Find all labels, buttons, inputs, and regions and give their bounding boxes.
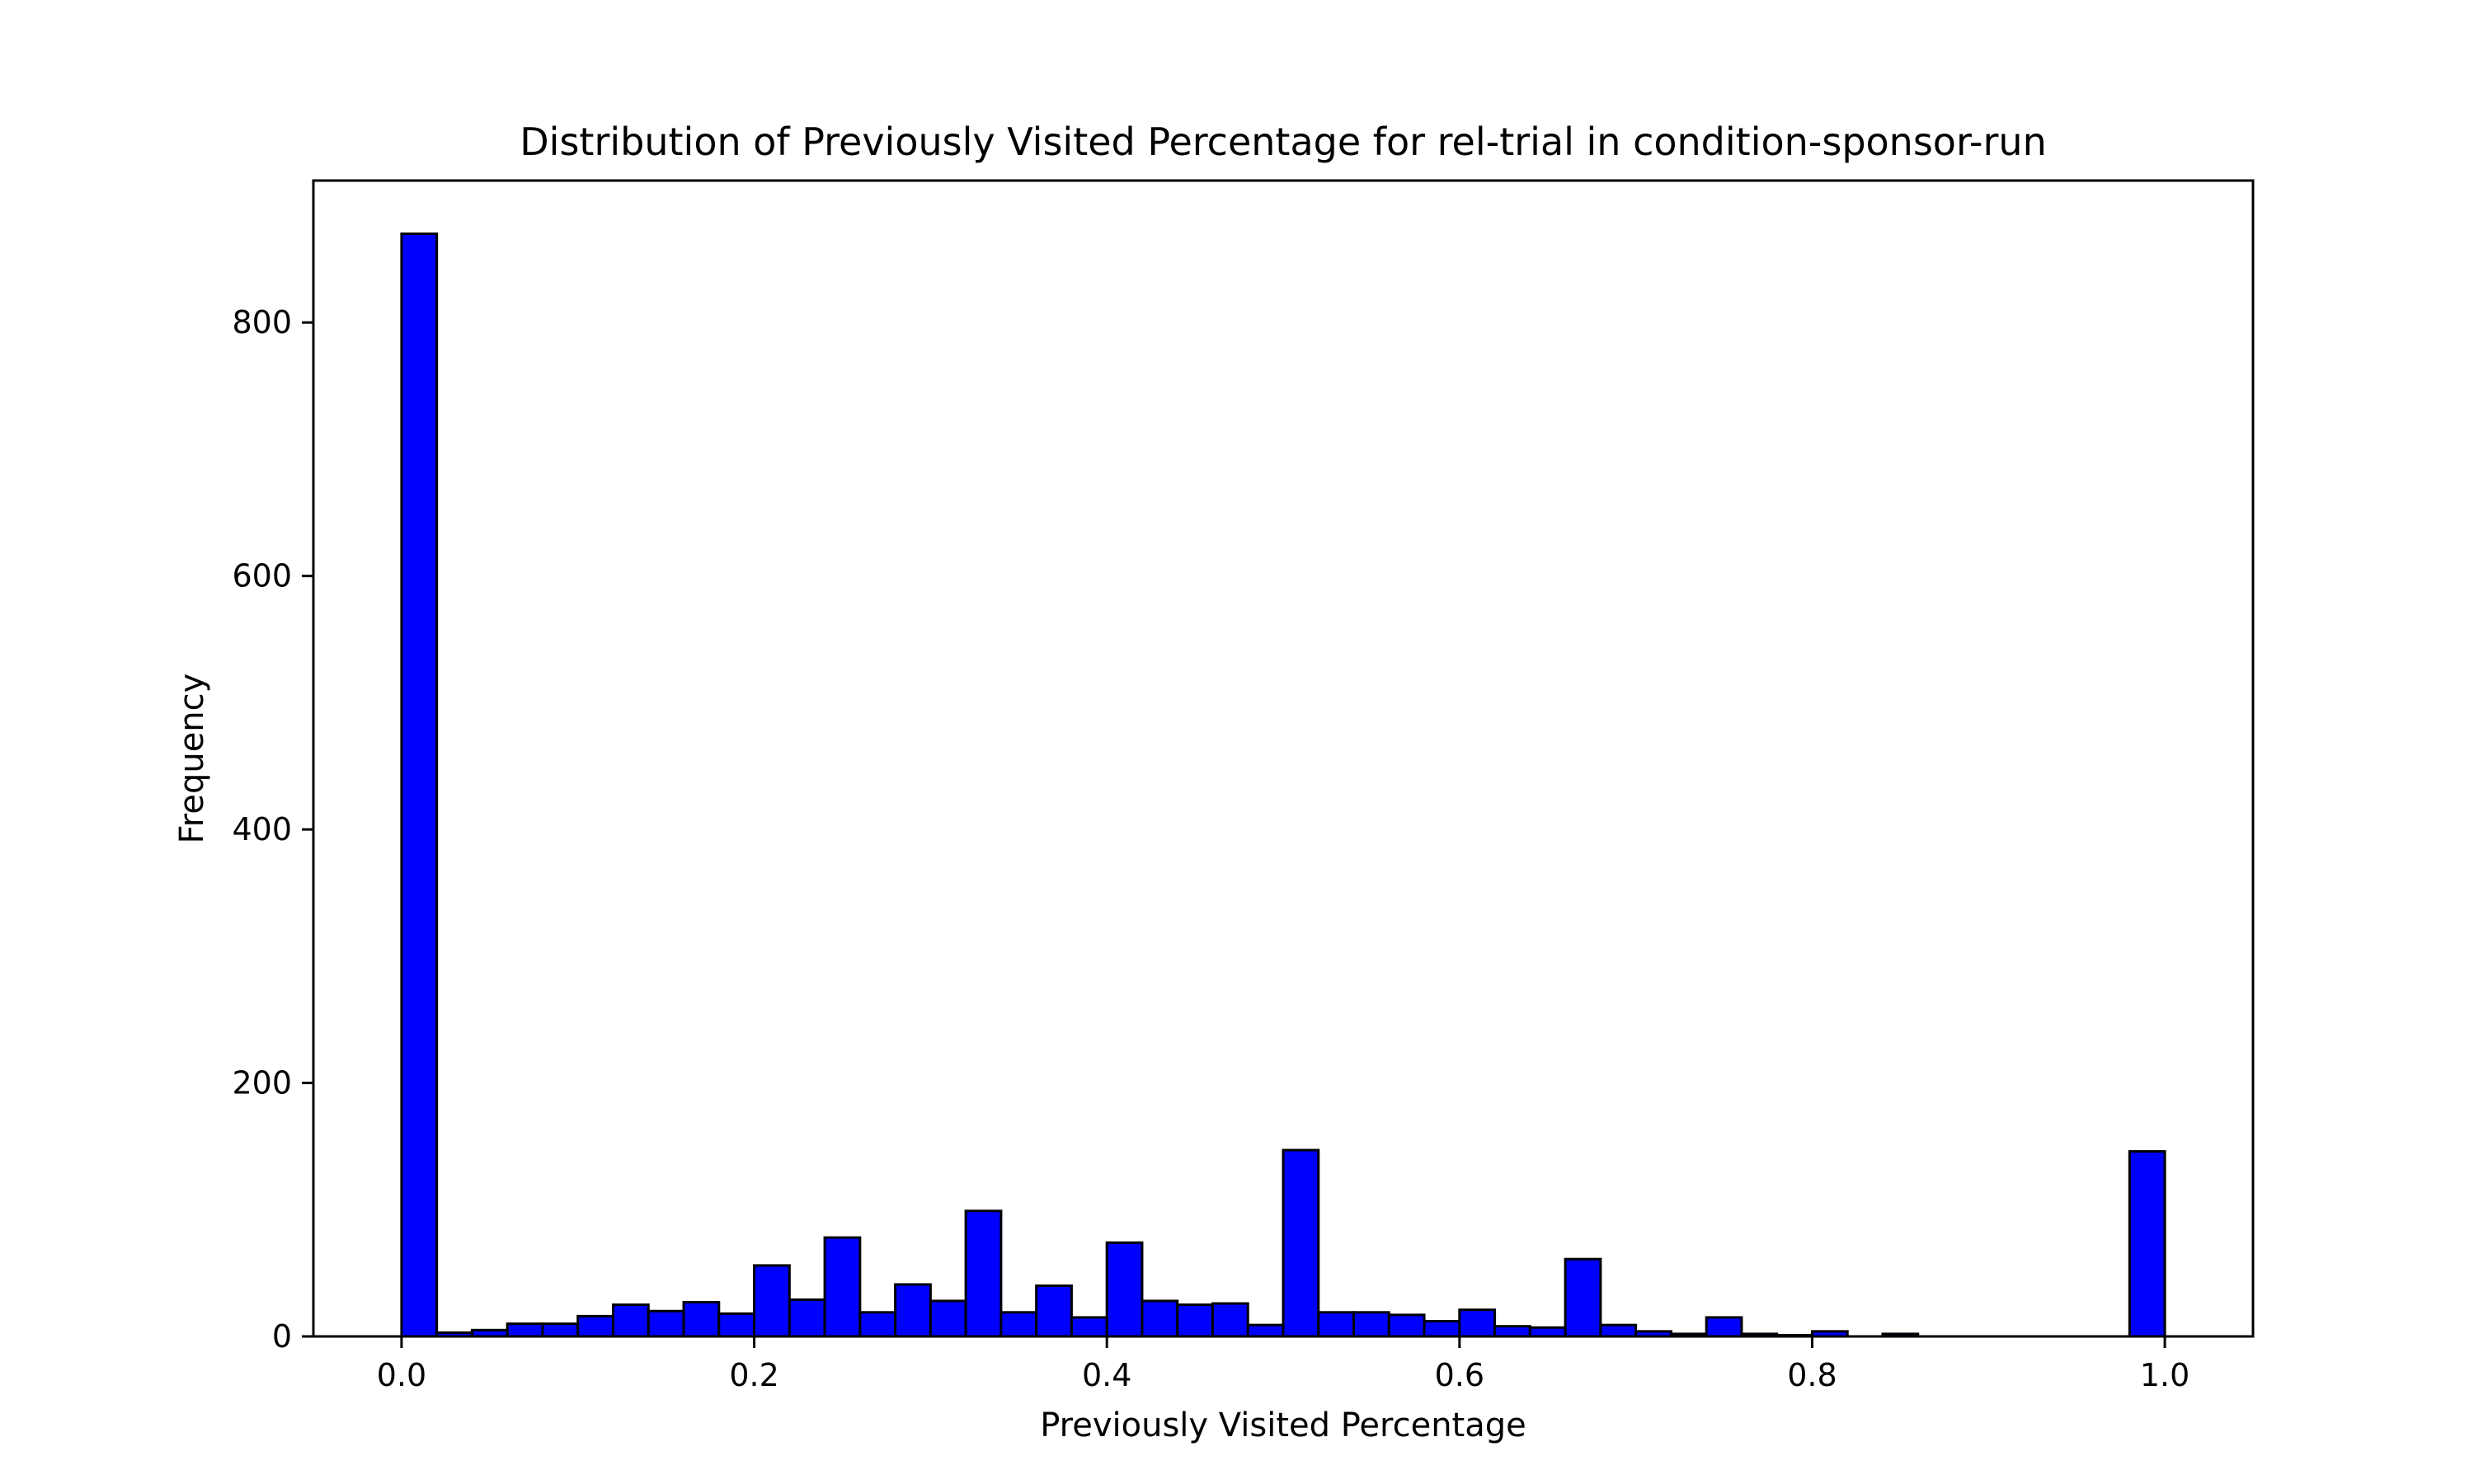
histogram-bar (788, 1298, 826, 1338)
y-tick-label: 200 (232, 1065, 292, 1101)
histogram-bar (1528, 1326, 1567, 1338)
y-tick-label: 800 (232, 304, 292, 340)
histogram-bar (964, 1209, 1003, 1338)
histogram-bar (1387, 1313, 1426, 1338)
x-tick-label: 0.0 (377, 1357, 426, 1393)
histogram-bar (1035, 1284, 1073, 1338)
histogram-bar (647, 1309, 685, 1338)
histogram-bar (1211, 1302, 1249, 1338)
y-axis-label: Frequency (173, 674, 211, 844)
histogram-bar (823, 1236, 862, 1338)
histogram-bar (717, 1312, 756, 1338)
histogram-bar (894, 1283, 932, 1338)
histogram-bar (1246, 1323, 1285, 1338)
histogram-bar (999, 1311, 1038, 1338)
histogram-bar (1458, 1308, 1497, 1338)
histogram-bar (1141, 1299, 1179, 1338)
histogram-bar (400, 232, 439, 1338)
x-tick-label: 1.0 (2140, 1357, 2189, 1393)
y-tick-label: 600 (232, 558, 292, 594)
histogram-bar (541, 1322, 580, 1338)
histogram-bar (1423, 1320, 1461, 1338)
histogram-bar (858, 1311, 897, 1338)
x-tick-label: 0.2 (729, 1357, 778, 1393)
histogram-bar (1564, 1257, 1602, 1338)
histogram-bar (1599, 1323, 1638, 1338)
histogram-bar (1352, 1311, 1390, 1338)
histogram-bar (2128, 1150, 2166, 1338)
histogram-bar (753, 1264, 791, 1338)
histogram-bar (1705, 1316, 1743, 1338)
bars-group (400, 232, 2166, 1338)
histogram-bar (1317, 1311, 1356, 1338)
histogram-bar (1070, 1316, 1108, 1338)
histogram-bar (506, 1322, 544, 1338)
histogram-bar (1493, 1325, 1531, 1338)
x-axis-ticks: 0.0 0.2 0.4 0.6 0.8 1.0 (377, 1336, 2189, 1393)
histogram-bar (1176, 1303, 1214, 1338)
y-tick-label: 400 (232, 811, 292, 848)
histogram-bar (682, 1300, 721, 1338)
y-axis-ticks: 0 200 400 600 800 (232, 304, 313, 1355)
histogram-bar (576, 1314, 614, 1338)
chart-title: Distribution of Previously Visited Perce… (520, 120, 2046, 164)
histogram-bar (611, 1303, 650, 1338)
histogram-bar (1105, 1241, 1144, 1338)
plot-area-frame (312, 179, 2255, 1338)
x-tick-label: 0.6 (1435, 1357, 1484, 1393)
histogram-bar (929, 1299, 967, 1338)
x-axis-label: Previously Visited Percentage (1040, 1407, 1526, 1444)
y-tick-label: 0 (272, 1318, 292, 1355)
histogram-bar (1282, 1148, 1320, 1338)
x-tick-label: 0.8 (1787, 1357, 1837, 1393)
x-tick-label: 0.4 (1082, 1357, 1131, 1393)
